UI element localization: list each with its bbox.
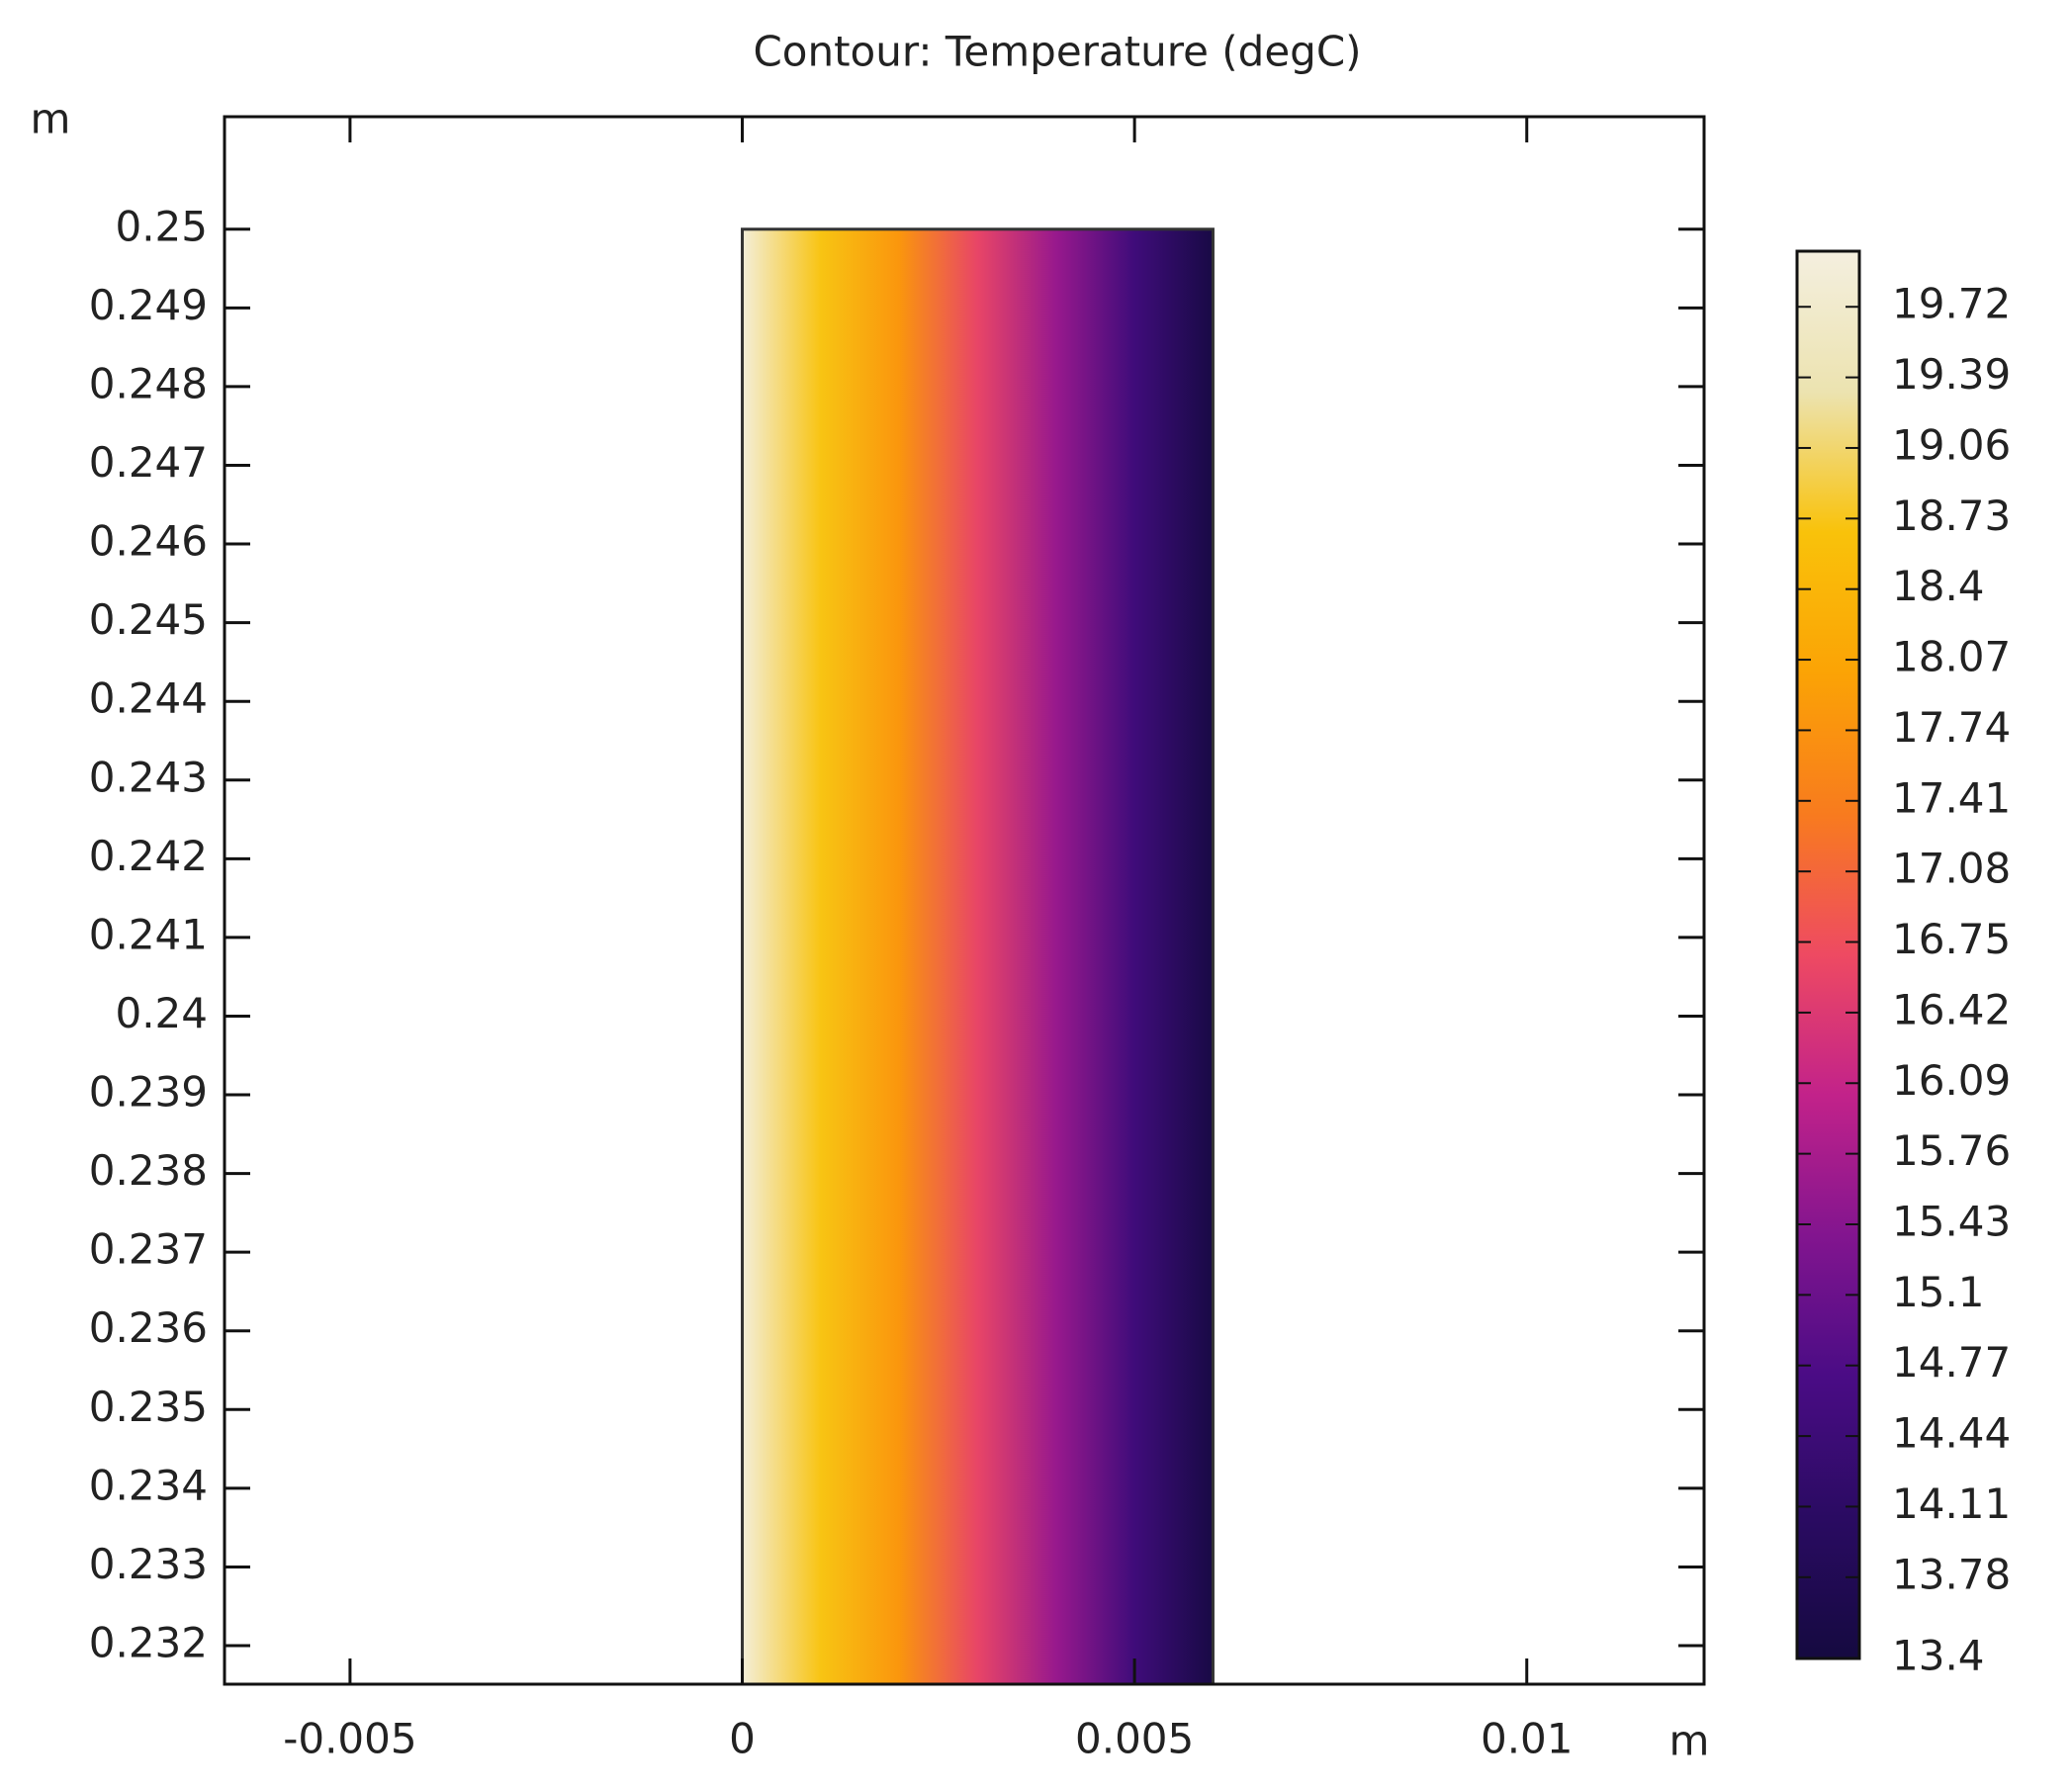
y-tick-label: 0.245 [89,595,208,644]
y-tick-label: 0.243 [89,753,208,801]
y-tick-label: 0.233 [89,1540,208,1588]
y-tick-label: 0.247 [89,438,208,487]
colorbar-tick-label: 14.77 [1892,1338,2011,1387]
colorbar-tick-label: 18.4 [1892,562,1985,610]
colorbar-tick-label: 17.08 [1892,845,2011,893]
colorbar-tick-label: 14.11 [1892,1479,2011,1528]
y-tick-label: 0.234 [89,1461,208,1509]
x-tick-label: 0.01 [1481,1715,1574,1763]
y-axis-label: m [31,95,71,143]
chart-title: Contour: Temperature (degC) [753,28,1361,76]
colorbar-tick-label: 18.07 [1892,633,2011,681]
y-tick-label: 0.241 [89,910,208,958]
y-tick-label: 0.232 [89,1619,208,1667]
colorbar-tick-label: 18.73 [1892,492,2011,540]
y-tick-label: 0.246 [89,517,208,566]
colorbar-tick-label: 19.72 [1892,280,2011,328]
colorbar-tick-label: 16.75 [1892,915,2011,963]
colorbar-tick-label: 19.06 [1892,420,2011,469]
colorbar-tick-label: 16.42 [1892,985,2011,1033]
colorbar [1795,249,1861,1660]
x-tick-label: 0 [729,1715,756,1763]
y-tick-label: 0.249 [89,281,208,329]
colorbar-tick-label: 15.43 [1892,1197,2011,1245]
colorbar-tick-label: 15.76 [1892,1126,2011,1175]
y-tick-label: 0.248 [89,359,208,407]
y-tick-label: 0.25 [115,202,208,250]
y-tick-label: 0.244 [89,674,208,723]
plot-frame [223,115,1706,1686]
plot-area [741,227,1215,1684]
colorbar-tick-label: 13.78 [1892,1550,2011,1598]
temperature-field [741,227,1215,1684]
x-axis-label: m [1669,1717,1710,1765]
y-tick-label: 0.239 [89,1068,208,1117]
colorbar-tick-label: 17.41 [1892,773,2011,822]
y-tick-label: 0.238 [89,1146,208,1195]
y-tick-label: 0.242 [89,832,208,880]
colorbar-tick-label: 14.44 [1892,1409,2011,1458]
colorbar-tick-label: 15.1 [1892,1268,1985,1316]
colorbar-tick-label: 17.74 [1892,703,2011,752]
y-tick-label: 0.24 [115,989,208,1037]
y-tick-label: 0.236 [89,1303,208,1352]
y-tick-label: 0.237 [89,1225,208,1274]
y-tick-label: 0.235 [89,1383,208,1431]
colorbar-tick-label: 13.4 [1892,1632,1985,1680]
x-tick-label: -0.005 [283,1715,416,1763]
colorbar-tick-label: 19.39 [1892,350,2011,399]
x-tick-label: 0.005 [1075,1715,1194,1763]
colorbar-tick-label: 16.09 [1892,1056,2011,1105]
